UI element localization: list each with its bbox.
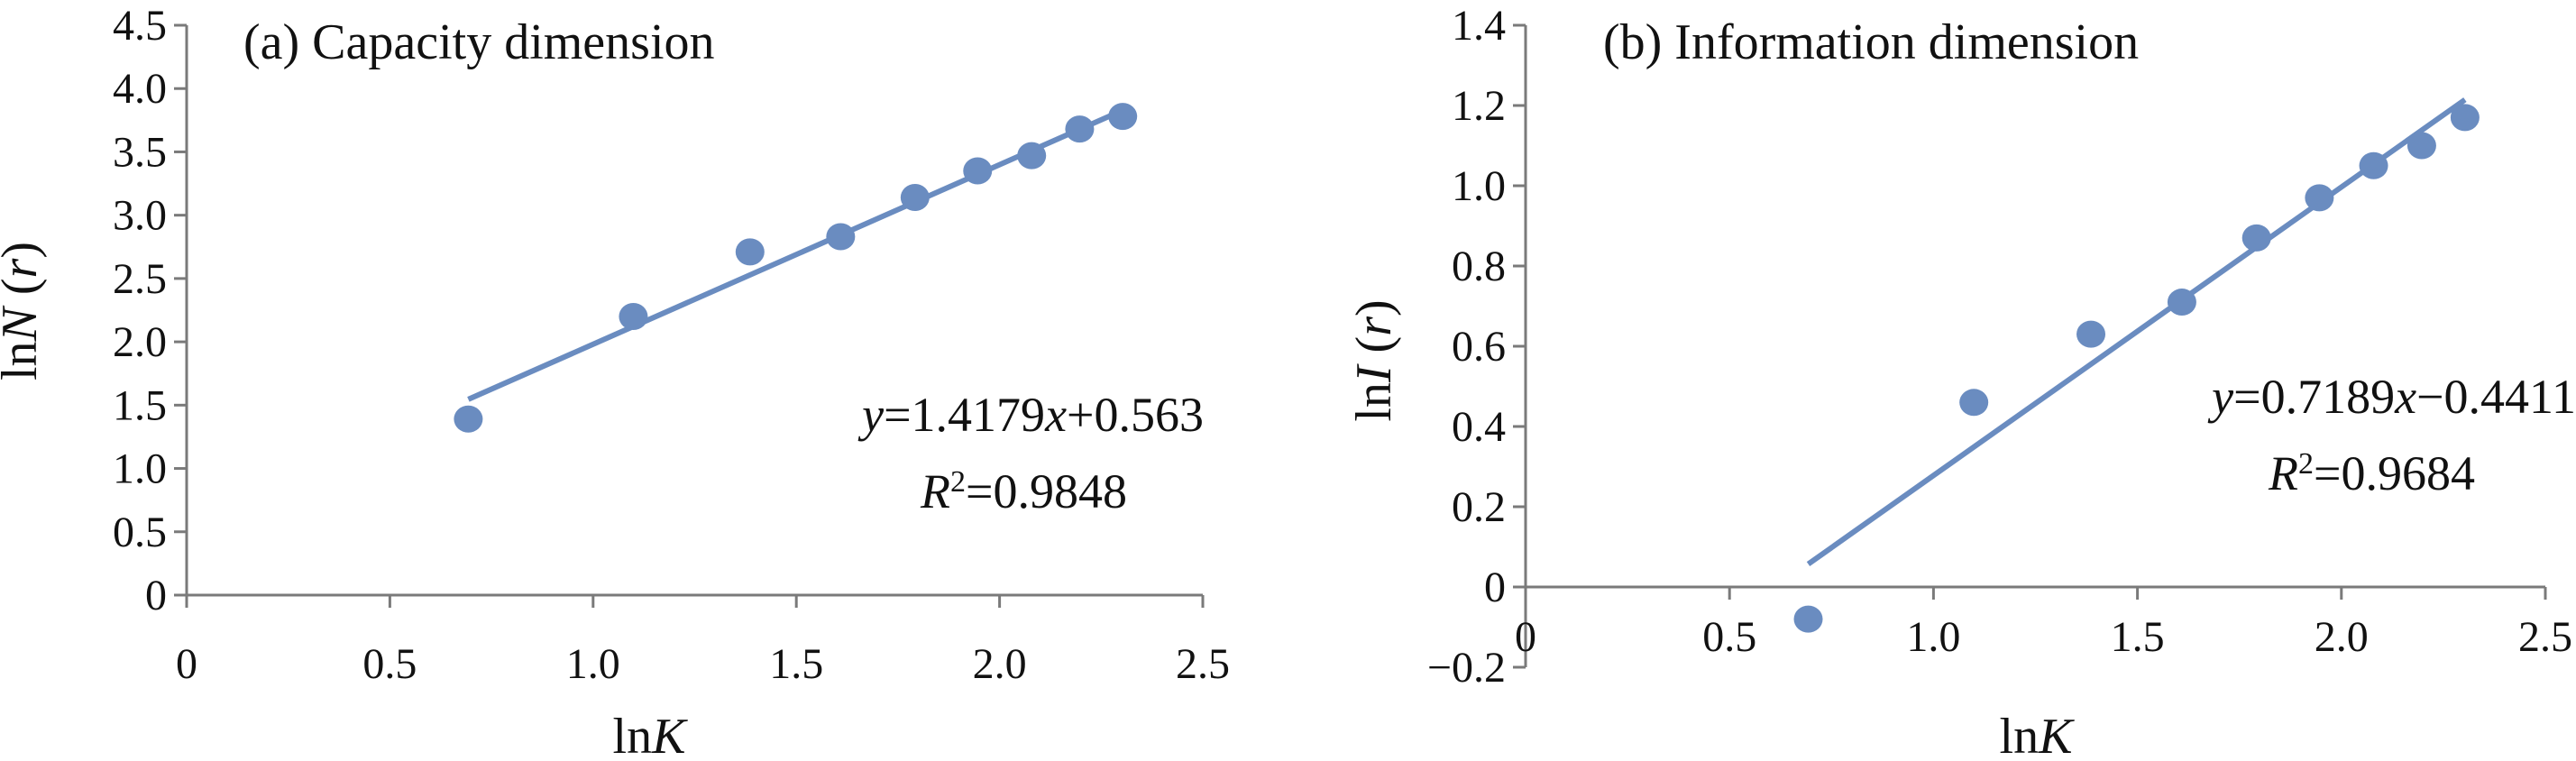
data-point [454,405,483,433]
r-squared: R2=0.9684 [2268,446,2475,500]
y-tick-label: 1.0 [113,445,167,493]
data-point [1959,389,1989,417]
regression-equation: y=0.7189x−0.4411 [2207,370,2576,424]
chart-title: (b) Information dimension [1603,14,2139,70]
y-tick-label: 1.0 [1452,162,1506,210]
y-axis-title: lnN (r) [0,242,48,380]
x-tick-label: 2.5 [1176,640,1230,688]
data-point [619,303,648,331]
x-tick-label: 2.5 [2518,613,2572,661]
y-tick-label: −0.2 [1427,644,1506,692]
y-tick-label: 0.5 [113,509,167,556]
data-point [2450,104,2480,132]
data-point [2359,151,2388,179]
data-point [900,184,930,212]
data-point [2305,184,2334,212]
y-tick-label: 0.2 [1452,483,1506,531]
information-dimension-chart: −0.200.20.40.60.81.01.21.40 0.5 1.0 1.5 2.0 2… [1346,2,2576,761]
x-tick-label: 1.5 [2111,613,2165,661]
trendline [1806,97,2467,567]
y-tick-label: 0.8 [1452,243,1506,290]
y-tick-label: 1.5 [113,381,167,429]
chart-title: (a) Capacity dimension [243,14,715,70]
x-tick-label: 2.0 [2315,613,2369,661]
data-point [1017,142,1047,170]
data-point [2241,224,2271,252]
data-point [1108,103,1138,131]
x-tick-label: 0 [1515,613,1536,661]
y-tick-label: 0 [1484,564,1506,611]
x-tick-label: 1.0 [566,640,620,688]
x-tick-label: 1.5 [769,640,823,688]
x-tick-label: 0.5 [1702,613,1756,661]
data-point [1793,605,1823,633]
x-tick-label: 0.5 [362,640,417,688]
y-tick-label: 2.5 [113,255,167,303]
y-tick-label: 4.0 [113,65,167,113]
regression-equation: y=1.4179x+0.563 [857,388,1204,442]
y-tick-label: 0.6 [1452,323,1506,371]
data-point [735,238,765,266]
x-axis-title: lnK [2000,709,2076,761]
y-tick-label: 0 [145,572,167,619]
r-squared: R2=0.9848 [920,464,1127,518]
x-axis-title: lnK [613,709,689,761]
x-tick-label: 2.0 [973,640,1027,688]
data-point [826,223,856,251]
data-point [2076,320,2106,348]
capacity-dimension-chart: 0 0.5 1.0 1.5 2.0 2.5 3.0 3.5 4.0 4.5 0 0.5 1.0 1.5 2.… [0,2,1230,761]
data-point [2406,132,2436,160]
trendline [467,107,1124,402]
y-axis-title: lnI (r) [1346,299,1402,421]
y-tick-label: 4.5 [113,2,167,50]
y-tick-label: 3.5 [113,128,167,176]
y-tick-label: 2.0 [113,318,167,366]
y-tick-label: 1.2 [1452,82,1506,130]
y-tick-label: 0.4 [1452,403,1506,451]
x-tick-label: 0 [176,640,197,688]
data-point [963,157,993,185]
x-tick-label: 1.0 [1906,613,1960,661]
y-tick-label: 1.4 [1452,2,1506,50]
data-point [2167,289,2196,316]
data-point [1065,115,1095,143]
y-tick-label: 3.0 [113,192,167,240]
